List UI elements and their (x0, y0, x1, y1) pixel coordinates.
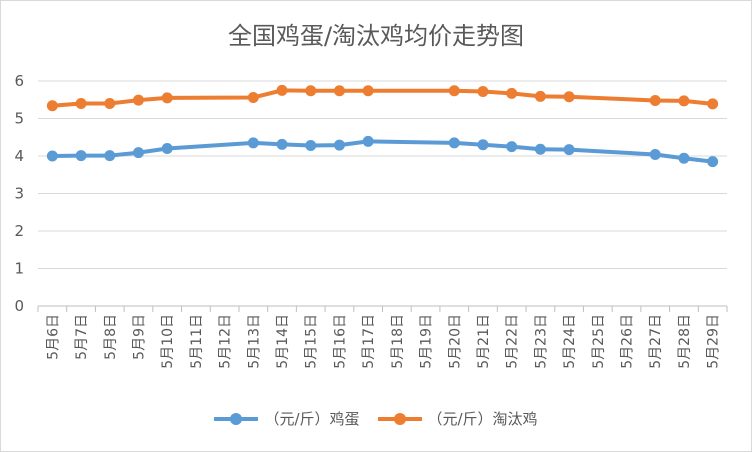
x-tick-label: 5月18日 (390, 314, 406, 369)
data-point (276, 84, 288, 96)
x-tick-label: 5月21日 (476, 314, 492, 369)
data-point (563, 91, 575, 103)
x-tick-label: 5月22日 (505, 314, 521, 369)
data-point (46, 100, 58, 112)
data-point (161, 143, 173, 154)
data-point (75, 150, 87, 162)
data-point (132, 147, 144, 159)
data-point (707, 156, 719, 168)
x-tick-label: 5月20日 (447, 314, 463, 369)
data-point (649, 149, 661, 160)
x-tick-label: 5月17日 (361, 314, 377, 369)
legend-label: （元/斤）鸡蛋 (264, 410, 360, 428)
series-line-0 (50, 139, 715, 164)
y-tick-label: 2 (14, 222, 24, 240)
x-tick-label: 5月10日 (160, 314, 176, 369)
legend: （元/斤）鸡蛋 （元/斤）淘汰鸡 (0, 408, 752, 429)
legend-item-0: （元/斤）鸡蛋 (214, 408, 360, 429)
x-tick-label: 5月15日 (304, 314, 320, 369)
legend-label: （元/斤）淘汰鸡 (427, 410, 538, 428)
data-point (247, 137, 259, 149)
x-tick-label: 5月23日 (533, 314, 549, 369)
data-point (161, 92, 173, 104)
data-point (362, 135, 374, 147)
x-tick-label: 5月12日 (218, 314, 234, 369)
x-tick-label: 5月27日 (648, 314, 664, 369)
data-point (649, 95, 661, 106)
x-tick-label: 5月8日 (103, 314, 119, 360)
data-point (477, 139, 489, 151)
y-tick-label: 6 (14, 72, 24, 90)
legend-item-1: （元/斤）淘汰鸡 (377, 408, 538, 429)
x-tick-label: 5月16日 (332, 314, 348, 369)
data-point (305, 140, 317, 151)
data-point (132, 94, 144, 106)
x-axis: 5月6日 5月7日 5月8日 5月9日 5月10日 5月11日 5月12日 5月13日 5月14… (37, 306, 728, 369)
data-point (506, 141, 518, 153)
x-tick-label: 5月9日 (131, 314, 147, 360)
data-point (707, 98, 719, 110)
data-point (333, 139, 345, 151)
y-axis: 0 1 2 3 4 5 6 (14, 72, 24, 315)
data-point (563, 144, 575, 156)
series-lines (46, 84, 719, 168)
data-point (75, 98, 87, 109)
y-tick-label: 3 (14, 185, 24, 203)
series-line-1 (50, 88, 715, 108)
data-point (247, 92, 259, 103)
x-tick-label: 5月19日 (419, 314, 435, 369)
data-point (46, 150, 58, 162)
x-tick-label: 5月6日 (45, 314, 61, 360)
x-tick-label: 5月14日 (275, 314, 291, 369)
data-point (276, 138, 288, 150)
data-point (104, 150, 116, 162)
data-point (333, 85, 345, 97)
data-point (678, 95, 690, 107)
x-tick-label: 5月13日 (246, 314, 262, 369)
y-tick-label: 0 (14, 297, 24, 315)
data-point (104, 98, 116, 109)
legend-swatch (214, 412, 259, 425)
x-tick-label: 5月26日 (620, 314, 636, 369)
x-tick-label: 5月29日 (706, 314, 722, 369)
data-point (362, 85, 374, 97)
data-point (678, 152, 690, 164)
x-tick-label: 5月11日 (189, 314, 205, 369)
y-tick-label: 1 (14, 260, 24, 278)
data-point (448, 85, 460, 97)
data-point (305, 85, 317, 97)
data-point (506, 87, 518, 99)
data-point (448, 137, 460, 149)
chart-title: 全国鸡蛋/淘汰鸡均价走势图 (227, 22, 525, 50)
data-point (534, 90, 546, 102)
x-tick-label: 5月7日 (74, 314, 90, 360)
x-tick-label: 5月28日 (677, 314, 693, 369)
x-tick-label: 5月24日 (562, 314, 578, 369)
legend-swatch (377, 412, 422, 425)
data-point (534, 143, 546, 155)
data-point (477, 86, 489, 97)
y-tick-label: 4 (14, 147, 24, 165)
y-tick-label: 5 (14, 110, 24, 128)
grid-lines (38, 80, 727, 307)
x-tick-label: 5月25日 (591, 314, 607, 369)
